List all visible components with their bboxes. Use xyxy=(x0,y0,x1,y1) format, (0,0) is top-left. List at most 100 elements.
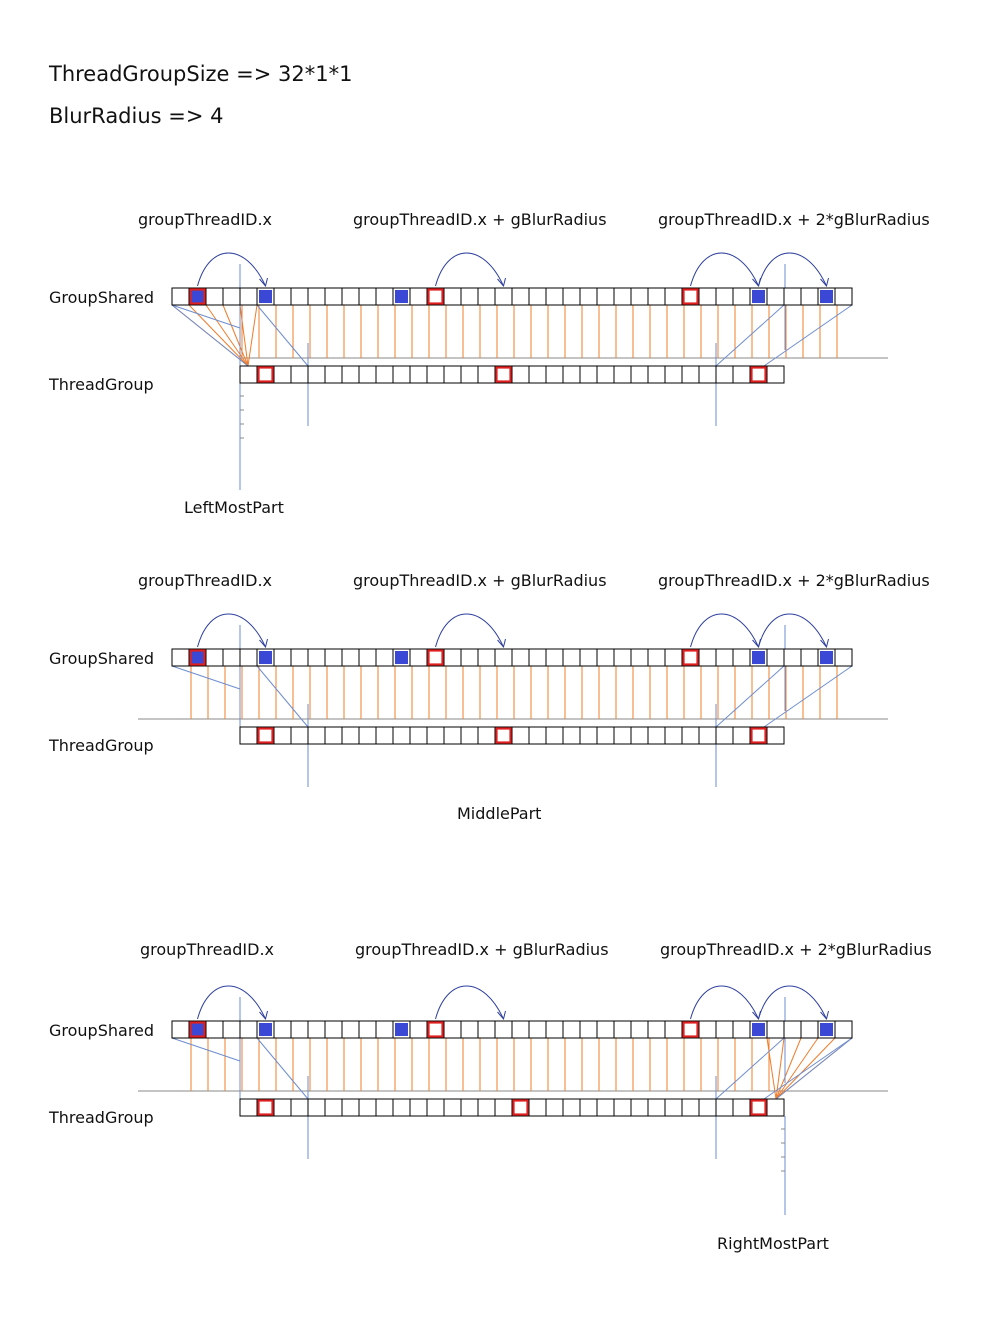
group-shared-cell xyxy=(732,1020,751,1039)
map-line-right xyxy=(763,1037,853,1100)
thread-group-cell xyxy=(630,365,649,384)
thread-group-cell xyxy=(511,726,530,745)
thread-group-cell xyxy=(715,365,734,384)
offset-arc xyxy=(690,252,759,287)
group-shared-cell xyxy=(766,1020,785,1039)
thread-group-cell xyxy=(409,1098,428,1117)
group-shared-cell xyxy=(715,648,734,667)
group-shared-cell xyxy=(715,1020,734,1039)
blue-sample-cell xyxy=(820,651,833,664)
group-shared-cell xyxy=(664,287,683,306)
group-shared-cell xyxy=(698,648,717,667)
red-thread-cell xyxy=(427,288,444,305)
offset-arc xyxy=(758,252,827,287)
red-thread-cell xyxy=(750,366,767,383)
map-line-left xyxy=(171,665,241,690)
group-shared-cell xyxy=(630,648,649,667)
thread-group-cell xyxy=(698,365,717,384)
offset-arc xyxy=(197,613,266,648)
thread-group-cell xyxy=(579,365,598,384)
group-shared-cell xyxy=(205,1020,224,1039)
group-shared-cell xyxy=(358,287,377,306)
red-thread-cell xyxy=(495,366,512,383)
group-shared-cell xyxy=(460,648,479,667)
group-shared-cell xyxy=(375,1020,394,1039)
thread-group-cell xyxy=(545,726,564,745)
thread-group-cell xyxy=(307,1098,326,1117)
group-shared-cell xyxy=(324,648,343,667)
map-line-right xyxy=(763,665,853,728)
arc-arrowhead xyxy=(820,1010,829,1021)
blue-sample-cell xyxy=(259,290,272,303)
arc-label-plus-radius: groupThreadID.x + gBlurRadius xyxy=(353,571,607,590)
thread-group-cell xyxy=(273,1098,292,1117)
thread-group-cell xyxy=(443,1098,462,1117)
group-shared-cell xyxy=(358,648,377,667)
thread-group-cell xyxy=(341,365,360,384)
clamp-fan-line xyxy=(188,304,249,367)
thread-group-cell xyxy=(613,365,632,384)
map-line-left xyxy=(171,1037,241,1062)
clamp-fan-line xyxy=(205,304,249,367)
red-thread-cell xyxy=(682,649,699,666)
group-shared-cell xyxy=(324,287,343,306)
thread-group-cell xyxy=(375,726,394,745)
group-shared-cell xyxy=(494,287,513,306)
group-shared-cell xyxy=(800,648,819,667)
blue-sample-cell xyxy=(259,1023,272,1036)
arc-arrowhead xyxy=(259,277,268,288)
thread-group-cell xyxy=(511,365,530,384)
group-shared-cell xyxy=(460,287,479,306)
group-shared-cell xyxy=(545,648,564,667)
group-shared-cell xyxy=(783,648,802,667)
clamp-fan-line xyxy=(247,304,258,367)
clamp-edge-line xyxy=(171,304,249,367)
group-shared-cell xyxy=(613,1020,632,1039)
offset-arc xyxy=(435,613,504,648)
thread-group-cell xyxy=(613,1098,632,1117)
arc-arrowhead xyxy=(497,638,506,649)
thread-group-cell xyxy=(715,1098,734,1117)
blue-sample-cell xyxy=(191,1023,204,1036)
thread-group-cell xyxy=(409,365,428,384)
group-shared-cell xyxy=(596,1020,615,1039)
blue-sample-cell xyxy=(820,290,833,303)
thread-group-row-label: ThreadGroup xyxy=(49,736,154,755)
group-shared-cell xyxy=(460,1020,479,1039)
thread-group-cell xyxy=(494,1098,513,1117)
group-shared-cell xyxy=(562,1020,581,1039)
thread-group-cell xyxy=(426,726,445,745)
group-shared-cell xyxy=(545,287,564,306)
offset-arc xyxy=(690,985,759,1020)
thread-group-cell xyxy=(664,365,683,384)
group-shared-cell xyxy=(528,648,547,667)
thread-group-cell xyxy=(766,726,785,745)
group-shared-cell xyxy=(375,287,394,306)
thread-group-cell xyxy=(681,726,700,745)
middle-part-label: MiddlePart xyxy=(457,804,542,823)
group-shared-cell xyxy=(664,648,683,667)
group-shared-cell xyxy=(341,287,360,306)
thread-group-cell xyxy=(698,1098,717,1117)
group-shared-cell xyxy=(511,287,530,306)
thread-group-cell xyxy=(562,1098,581,1117)
blue-sample-cell xyxy=(191,290,204,303)
group-shared-cell xyxy=(171,287,190,306)
thread-group-cell xyxy=(392,726,411,745)
group-shared-cell xyxy=(732,287,751,306)
group-shared-cell xyxy=(273,648,292,667)
thread-group-cell xyxy=(443,726,462,745)
thread-group-cell xyxy=(341,726,360,745)
thread-group-cell xyxy=(460,365,479,384)
left-most-part-label: LeftMostPart xyxy=(184,498,284,517)
group-shared-cell xyxy=(443,648,462,667)
clamp-fan-line xyxy=(775,1037,819,1100)
red-thread-cell xyxy=(257,366,274,383)
group-shared-cell xyxy=(222,648,241,667)
group-shared-cell xyxy=(579,287,598,306)
clamp-fan-line xyxy=(775,1037,785,1100)
group-shared-cell xyxy=(596,648,615,667)
group-shared-cell xyxy=(205,648,224,667)
thread-group-cell xyxy=(290,365,309,384)
thread-group-cell xyxy=(647,726,666,745)
